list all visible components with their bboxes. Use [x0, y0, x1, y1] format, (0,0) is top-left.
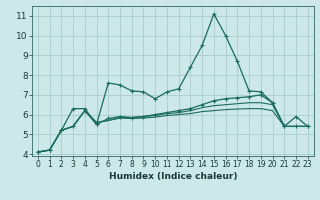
X-axis label: Humidex (Indice chaleur): Humidex (Indice chaleur): [108, 172, 237, 181]
